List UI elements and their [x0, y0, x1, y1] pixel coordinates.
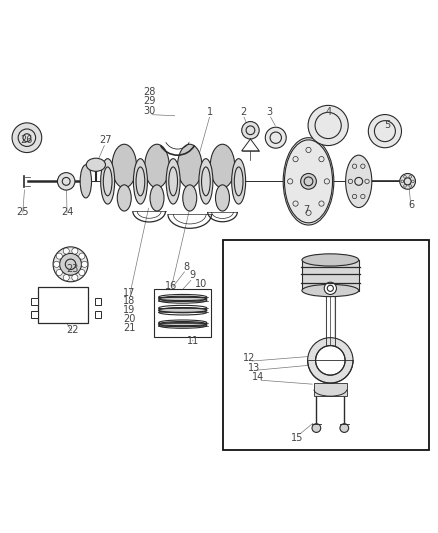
Text: 5: 5 [384, 119, 390, 130]
Circle shape [79, 270, 85, 276]
Circle shape [300, 174, 316, 189]
Text: 6: 6 [408, 200, 414, 211]
Circle shape [12, 123, 42, 152]
Ellipse shape [302, 285, 359, 297]
Text: 21: 21 [124, 322, 136, 333]
Text: 14: 14 [252, 373, 265, 382]
Bar [223, 240, 428, 450]
Ellipse shape [183, 185, 197, 211]
Bar [302, 260, 359, 290]
Text: 2: 2 [240, 107, 246, 117]
Ellipse shape [302, 254, 359, 266]
Circle shape [57, 173, 75, 190]
Bar [95, 298, 101, 305]
Circle shape [265, 127, 286, 148]
Ellipse shape [199, 159, 213, 204]
Circle shape [56, 270, 62, 276]
Bar [31, 311, 38, 318]
Ellipse shape [159, 321, 207, 327]
Bar [95, 311, 101, 318]
Circle shape [307, 338, 353, 383]
Circle shape [315, 345, 345, 375]
Ellipse shape [283, 138, 334, 225]
Text: 1: 1 [207, 107, 213, 117]
Ellipse shape [210, 144, 235, 188]
Text: 18: 18 [124, 296, 136, 306]
Ellipse shape [159, 296, 207, 302]
Text: 17: 17 [124, 288, 136, 298]
Bar [154, 289, 211, 337]
Ellipse shape [159, 308, 207, 312]
Text: 28: 28 [143, 87, 155, 97]
Ellipse shape [150, 185, 164, 211]
Circle shape [72, 248, 78, 254]
Ellipse shape [112, 144, 137, 188]
Circle shape [400, 174, 416, 189]
Ellipse shape [159, 322, 207, 326]
Ellipse shape [159, 308, 207, 313]
Text: 15: 15 [291, 433, 304, 442]
Text: 9: 9 [190, 270, 196, 280]
Circle shape [63, 274, 69, 281]
Polygon shape [326, 292, 335, 360]
Bar [38, 287, 88, 323]
Ellipse shape [145, 144, 169, 188]
Ellipse shape [166, 159, 180, 204]
Circle shape [53, 261, 60, 268]
Text: 7: 7 [303, 205, 310, 215]
Ellipse shape [159, 297, 207, 301]
Text: 22: 22 [67, 325, 79, 335]
Ellipse shape [101, 159, 115, 204]
Text: 3: 3 [266, 107, 272, 117]
Ellipse shape [215, 185, 230, 211]
Bar [31, 298, 38, 305]
Text: 12: 12 [244, 353, 256, 363]
Text: 30: 30 [143, 106, 155, 116]
Ellipse shape [80, 165, 92, 198]
Circle shape [60, 253, 81, 275]
Bar [314, 383, 347, 396]
Circle shape [242, 122, 259, 139]
Ellipse shape [177, 144, 202, 188]
Circle shape [56, 253, 62, 259]
Text: 19: 19 [124, 305, 136, 315]
Circle shape [72, 274, 78, 281]
Ellipse shape [134, 159, 148, 204]
Text: 29: 29 [143, 96, 155, 107]
Text: 10: 10 [195, 279, 208, 289]
Text: 8: 8 [183, 262, 189, 271]
Text: 26: 26 [21, 135, 33, 145]
Circle shape [53, 247, 88, 282]
Text: 11: 11 [187, 336, 199, 346]
Text: 13: 13 [248, 363, 260, 373]
Circle shape [324, 282, 336, 294]
Text: 4: 4 [325, 107, 331, 117]
Ellipse shape [86, 158, 106, 171]
Ellipse shape [232, 159, 246, 204]
Circle shape [63, 248, 69, 254]
Circle shape [312, 424, 321, 432]
Circle shape [81, 261, 88, 268]
Text: 20: 20 [124, 314, 136, 324]
Circle shape [308, 106, 348, 146]
Text: 27: 27 [99, 135, 112, 145]
Text: 25: 25 [16, 207, 29, 217]
Circle shape [79, 253, 85, 259]
Text: 23: 23 [67, 264, 79, 273]
Text: 16: 16 [165, 281, 177, 291]
Ellipse shape [117, 185, 131, 211]
Text: 24: 24 [61, 207, 73, 217]
Circle shape [368, 115, 402, 148]
Circle shape [340, 424, 349, 432]
Ellipse shape [346, 155, 372, 207]
